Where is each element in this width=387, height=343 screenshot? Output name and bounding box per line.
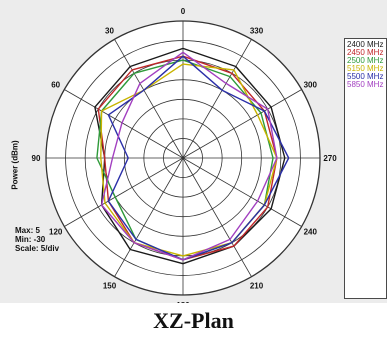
- series-line-3: [100, 63, 278, 257]
- stat-min: Min: -30: [15, 235, 46, 244]
- grid-spoke: [64, 89, 184, 159]
- grid-spoke: [182, 157, 302, 227]
- legend-entry: 5850 MHz: [347, 80, 384, 89]
- series-line-0: [94, 47, 286, 265]
- polar-chart: 0 30 60 90 120 150 180 210 240 270 300 330 Angle: [32, 7, 338, 303]
- chart-caption: XZ-Plan: [153, 308, 234, 333]
- grid-spoke: [182, 89, 302, 159]
- angle-tick-label: 60: [51, 81, 60, 90]
- legend-entry: 2400 MHz: [347, 40, 384, 49]
- grid-spoke: [182, 157, 252, 277]
- angle-tick-label: 330: [250, 27, 264, 36]
- angle-tick-label: 90: [32, 154, 41, 163]
- scale-stats: Max: 5 Min: -30 Scale: 5/div: [15, 226, 59, 253]
- stat-scale: Scale: 5/div: [15, 244, 60, 253]
- grid-spoke: [114, 39, 184, 159]
- axis-caption-partial: Angle: [173, 302, 194, 303]
- angle-tick-label: 300: [304, 81, 318, 90]
- stat-max: Max: 5: [15, 226, 40, 235]
- angle-tick-label: 120: [49, 228, 63, 237]
- legend: 2400 MHz 2450 MHz 2500 MHz 5150 MHz 5500 MHz…: [344, 38, 387, 299]
- angle-tick-label: 180: [176, 301, 190, 303]
- grid-spoke: [114, 157, 184, 277]
- y-axis-label: Power (dBm): [10, 140, 20, 190]
- grid-spoke: [64, 157, 184, 227]
- angle-tick-label: 0: [181, 7, 186, 16]
- angle-tick-label: 210: [250, 281, 264, 290]
- angle-tick-label: 30: [105, 27, 114, 36]
- angle-tick-label: 270: [323, 154, 337, 163]
- legend-entry: 2500 MHz: [347, 56, 384, 65]
- angle-tick-label: 240: [304, 228, 318, 237]
- legend-entry: 5500 MHz: [347, 72, 384, 81]
- series-line-5: [100, 51, 278, 261]
- legend-entry: 5150 MHz: [347, 64, 384, 73]
- angle-tick-label: 150: [103, 281, 117, 290]
- grid-spoke: [182, 39, 252, 159]
- plot-panel: 0 30 60 90 120 150 180 210 240 270 300 330 Angle Pow…: [0, 0, 387, 303]
- legend-entry: 2450 MHz: [347, 48, 384, 57]
